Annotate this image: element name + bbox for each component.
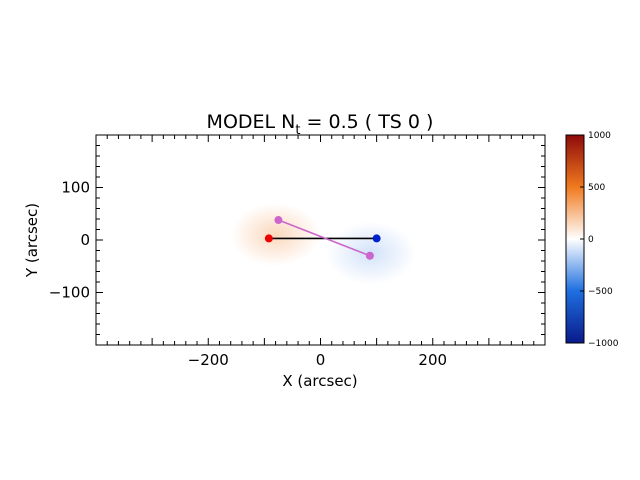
plot-background (96, 135, 545, 345)
title-rest: = 0.5 ( TS 0 ) (300, 111, 433, 133)
x-axis-label: X (arcsec) (282, 372, 357, 390)
x-axis-ticks: −200 0 200 (95, 135, 546, 369)
connecting-lines (268, 219, 377, 257)
colorbar: 1000 500 0 −500 −1000 (565, 131, 619, 349)
x-tick-label: −200 (188, 351, 229, 369)
y-tick-label: 100 (61, 179, 90, 197)
colorbar-ticks: 1000 500 0 −500 −1000 (580, 131, 619, 349)
title-subscript: t (295, 123, 300, 138)
footpoint-marker (274, 216, 283, 225)
y-axis-label: Y (arcsec) (23, 203, 41, 278)
x-tick-label: 200 (418, 351, 447, 369)
footpoint-marker (372, 234, 381, 243)
connecting-line (278, 219, 371, 257)
footpoint-marker (365, 251, 374, 260)
colorbar-tick-label: 0 (588, 235, 594, 245)
title-main: MODEL N (207, 111, 296, 133)
colorbar-tick-label: 500 (588, 183, 605, 193)
footpoints (264, 216, 381, 260)
colorbar-tick-label: 1000 (588, 131, 611, 141)
x-tick-label: 0 (316, 351, 326, 369)
plot-area: −200 0 200 −100 0 100 (49, 134, 546, 369)
positive-polarity-region (230, 203, 321, 267)
footpoint-marker (264, 234, 273, 243)
colorbar-tick-label: −1000 (588, 339, 619, 349)
chart-title: MODEL Nt = 0.5 ( TS 0 ) (207, 111, 434, 138)
colorbar-tick-label: −500 (588, 287, 613, 297)
y-tick-label: 0 (80, 231, 90, 249)
y-tick-label: −100 (49, 284, 90, 302)
y-axis-ticks: −100 0 100 (49, 134, 545, 346)
